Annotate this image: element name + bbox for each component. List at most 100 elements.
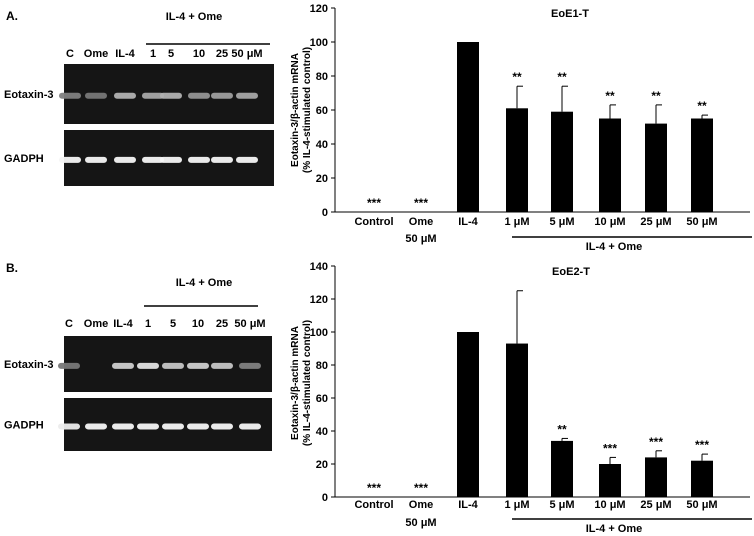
lane-label: IL-4 xyxy=(115,48,135,60)
significance-label: *** xyxy=(649,435,663,449)
chart-title: EoE1-T xyxy=(551,8,589,20)
gel-band xyxy=(236,156,258,163)
x-tick-label: Ome xyxy=(409,216,433,228)
significance-label: *** xyxy=(603,441,617,455)
significance-label: ** xyxy=(557,70,567,84)
y-tick-label: 40 xyxy=(316,139,328,151)
lane-label: C xyxy=(65,318,73,330)
lane-label: IL-4 xyxy=(113,318,133,330)
panel-b-bracket-label: IL-4 + Ome xyxy=(176,277,233,289)
x-tick-label: 1 μM xyxy=(504,499,529,511)
y-axis-label-line1: Eotaxin-3/β-actin mRNA xyxy=(290,326,301,440)
panel-a-band-rows: Eotaxin-3 GADPH xyxy=(4,64,274,186)
gel-band xyxy=(188,92,210,99)
gel-band xyxy=(162,362,184,369)
gel-band xyxy=(59,156,81,163)
significance-label: *** xyxy=(414,481,428,495)
lane-label: 1 xyxy=(150,48,156,60)
x-tick-label: Ome xyxy=(409,499,433,511)
chart-eoe1: EoE1-T Eotaxin-3/β-actin mRNA (% IL-4-st… xyxy=(290,3,752,253)
panel-a-lane-labels: C Ome IL-4 1 5 10 25 50 μM xyxy=(66,48,263,60)
bar xyxy=(551,440,573,497)
row-label: GADPH xyxy=(4,420,44,432)
lane-label: 5 xyxy=(170,318,176,330)
y-axis-label-line1: Eotaxin-3/β-actin mRNA xyxy=(290,53,301,167)
panel-b-gel: B. IL-4 + Ome C Ome IL-4 1 5 10 25 50 μM Eotaxi… xyxy=(4,261,272,451)
y-tick-label: 120 xyxy=(310,294,328,306)
gel-band xyxy=(112,362,134,369)
y-tick-label: 20 xyxy=(316,173,328,185)
bar xyxy=(691,118,713,212)
bar xyxy=(645,457,667,497)
panel-a-gel: A. IL-4 + Ome C Ome IL-4 1 5 10 25 50 μM Eotaxi… xyxy=(4,9,274,186)
gel-band xyxy=(58,362,80,369)
significance-label: *** xyxy=(367,196,381,210)
lane-label: Ome xyxy=(84,318,108,330)
x-tick-label: 50 μM xyxy=(686,499,717,511)
x-tick-label: 5 μM xyxy=(549,216,574,228)
significance-label: ** xyxy=(557,422,567,436)
y-tick-label: 60 xyxy=(316,105,328,117)
row-label: GADPH xyxy=(4,153,44,165)
y-tick-label: 20 xyxy=(316,459,328,471)
significance-label: ** xyxy=(697,99,707,113)
bar xyxy=(506,343,528,497)
bar xyxy=(506,108,528,212)
gel-band xyxy=(137,423,159,430)
gel-band xyxy=(85,156,107,163)
gel-band xyxy=(188,156,210,163)
gel-band xyxy=(112,423,134,430)
lane-label: Ome xyxy=(84,48,108,60)
bar xyxy=(691,460,713,497)
x-tick-label: IL-4 xyxy=(458,216,478,228)
panel-a-bracket-label: IL-4 + Ome xyxy=(166,11,223,23)
panel-b-lane-labels: C Ome IL-4 1 5 10 25 50 μM xyxy=(65,318,266,330)
x-tick-label: 1 μM xyxy=(504,216,529,228)
gel-band xyxy=(236,92,258,99)
bar xyxy=(457,42,479,212)
lane-label: 25 xyxy=(216,318,228,330)
y-tick-label: 80 xyxy=(316,360,328,372)
lane-label: 10 xyxy=(193,48,205,60)
row-label: Eotaxin-3 xyxy=(4,89,54,101)
significance-label: *** xyxy=(695,438,709,452)
gel-band xyxy=(187,423,209,430)
significance-label: ** xyxy=(651,89,661,103)
group-label: IL-4 + Ome xyxy=(586,241,643,253)
x-tick-label: 25 μM xyxy=(640,216,671,228)
y-tick-label: 100 xyxy=(310,37,328,49)
panel-a-label: A. xyxy=(6,9,18,23)
lane-label: 5 xyxy=(168,48,174,60)
lane-label: 25 xyxy=(216,48,228,60)
gel-band xyxy=(142,92,164,99)
chart-eoe2: EoE2-T Eotaxin-3/β-actin mRNA (% IL-4-st… xyxy=(290,261,752,535)
x-tick-label: 5 μM xyxy=(549,499,574,511)
gel-band xyxy=(211,362,233,369)
panel-b-label: B. xyxy=(6,261,18,275)
y-axis-label-line2: (% IL-4-stimulated control) xyxy=(302,47,313,173)
gel-band xyxy=(114,92,136,99)
gel-band xyxy=(187,362,209,369)
bar xyxy=(645,123,667,212)
gel-band xyxy=(85,92,107,99)
sub-label: 50 μM xyxy=(405,517,436,529)
y-tick-label: 60 xyxy=(316,393,328,405)
gel-band xyxy=(160,92,182,99)
y-tick-label: 40 xyxy=(316,426,328,438)
bar xyxy=(551,111,573,212)
gel-band xyxy=(114,156,136,163)
gel-band xyxy=(211,423,233,430)
gel-band xyxy=(239,362,261,369)
bar xyxy=(457,332,479,497)
gel-band xyxy=(142,156,164,163)
significance-label: *** xyxy=(367,481,381,495)
lane-label: 50 μM xyxy=(231,48,262,60)
group-label: IL-4 + Ome xyxy=(586,523,643,535)
x-tick-label: 10 μM xyxy=(594,216,625,228)
lane-label: 1 xyxy=(145,318,151,330)
x-tick-label: Control xyxy=(354,499,393,511)
x-tick-label: 25 μM xyxy=(640,499,671,511)
x-tick-label: 10 μM xyxy=(594,499,625,511)
gel-band xyxy=(211,156,233,163)
